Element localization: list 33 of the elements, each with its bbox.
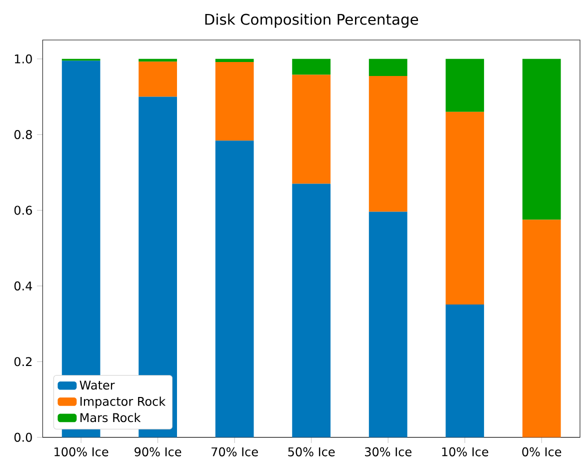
x-tick-label: 70% Ice xyxy=(212,447,258,456)
y-tick-label: 1.0 xyxy=(14,54,32,64)
chart-title: Disk Composition Percentage xyxy=(205,14,418,28)
bar xyxy=(215,58,254,62)
x-tick-label: 10% Ice xyxy=(442,447,488,456)
bar xyxy=(292,74,331,184)
bar xyxy=(446,58,484,112)
x-tick-label: 90% Ice xyxy=(134,447,182,456)
x-tick-label: 30% Ice xyxy=(365,447,412,456)
y-tick-label: 0.2 xyxy=(14,357,32,366)
bar xyxy=(522,58,561,220)
bar xyxy=(138,62,178,97)
bar xyxy=(522,220,561,438)
legend-label: Water xyxy=(80,380,115,390)
bar xyxy=(368,212,408,438)
legend-label: Mars Rock xyxy=(80,412,141,422)
bar xyxy=(292,184,331,438)
x-tick-label: 0% Ice xyxy=(522,447,562,456)
y-tick-label: 0.8 xyxy=(14,130,32,140)
bar xyxy=(215,140,254,438)
y-tick-label: 0.4 xyxy=(14,281,32,290)
bar xyxy=(368,58,408,76)
x-tick-label: 50% Ice xyxy=(288,447,335,456)
legend-label: Impactor Rock xyxy=(80,396,166,408)
y-tick-label: 0.6 xyxy=(14,206,32,215)
bar xyxy=(215,62,254,141)
bar xyxy=(446,112,484,304)
bar xyxy=(446,304,484,438)
bar xyxy=(292,58,331,75)
y-tick-label: 0.0 xyxy=(14,432,32,442)
x-tick-label: 100% Ice xyxy=(54,447,108,456)
bar xyxy=(138,58,178,62)
bar xyxy=(368,76,408,212)
